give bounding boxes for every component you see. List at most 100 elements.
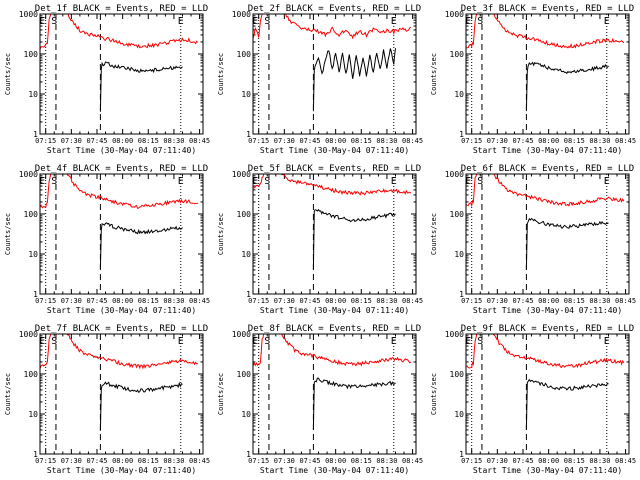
x-tick-label: 07:15 — [461, 457, 482, 465]
detector-panel-8: Det_8f BLACK = Events, RED = LLD Counts/s… — [217, 324, 423, 475]
detector-panel-2: Det_2f BLACK = Events, RED = LLD Counts/s… — [217, 4, 423, 155]
y-tick-label: 1 — [459, 130, 464, 139]
x-tick-label: 08:15 — [564, 297, 585, 305]
events-series-line — [99, 61, 183, 112]
x-tick-label: 08:00 — [325, 457, 346, 465]
plot-frame — [252, 13, 417, 135]
e-marker-label: E — [465, 16, 471, 27]
x-tick-label: 07:45 — [512, 457, 533, 465]
x-tick-label: 08:15 — [138, 457, 159, 465]
x-tick-label: 07:30 — [487, 137, 508, 145]
y-axis-label: Counts/sec — [4, 373, 12, 415]
x-tick-label: 08:30 — [163, 457, 184, 465]
x-tick-label: 08:00 — [112, 457, 133, 465]
x-tick-label: 08:45 — [402, 137, 423, 145]
lld-series-line — [40, 14, 199, 50]
x-tick-label: 07:30 — [487, 297, 508, 305]
panel-title: Det_6f BLACK = Events, RED = LLD — [461, 164, 634, 174]
y-tick-label: 10 — [28, 250, 38, 259]
e-marker-label: E — [604, 16, 610, 27]
x-tick-label: 08:15 — [138, 137, 159, 145]
x-axis-label: Start Time (30-May-04 07:11:40) — [260, 146, 409, 155]
y-tick-label: 1000 — [232, 330, 251, 339]
panel-title: Det_3f BLACK = Events, RED = LLD — [461, 4, 634, 14]
e-marker-label: E — [39, 336, 45, 347]
x-tick-label: 07:30 — [274, 457, 295, 465]
e-marker-label: E — [465, 336, 471, 347]
y-axis-label: Counts/sec — [4, 213, 12, 255]
x-axis-label: Start Time (30-May-04 07:11:40) — [473, 146, 622, 155]
x-tick-label: 07:15 — [461, 137, 482, 145]
y-tick-label: 100 — [24, 50, 39, 59]
s-marker-label: S — [51, 16, 57, 27]
y-tick-label: 1 — [246, 130, 251, 139]
y-tick-label: 1 — [246, 450, 251, 459]
panel-title: Det_4f BLACK = Events, RED = LLD — [35, 164, 208, 174]
x-tick-label: 08:45 — [615, 137, 636, 145]
x-tick-label: 07:45 — [299, 137, 320, 145]
x-tick-label: 08:30 — [163, 297, 184, 305]
y-tick-label: 100 — [24, 210, 39, 219]
x-tick-label: 08:30 — [376, 297, 397, 305]
x-tick-label: 07:30 — [487, 457, 508, 465]
x-tick-label: 08:00 — [538, 297, 559, 305]
y-tick-label: 1000 — [19, 170, 38, 179]
y-tick-label: 1000 — [232, 170, 251, 179]
lld-series-line — [253, 174, 412, 196]
x-tick-label: 07:15 — [35, 457, 56, 465]
detector-panel-3: Det_3f BLACK = Events, RED = LLD Counts/s… — [430, 4, 636, 155]
x-tick-label: 08:30 — [376, 137, 397, 145]
e-marker-label: E — [604, 176, 610, 187]
events-series-line — [99, 381, 183, 431]
x-tick-label: 08:00 — [325, 137, 346, 145]
s-marker-label: S — [51, 176, 57, 187]
x-tick-label: 07:15 — [248, 297, 269, 305]
x-tick-label: 08:30 — [376, 457, 397, 465]
detector-panel-9: Det_9f BLACK = Events, RED = LLD Counts/s… — [430, 324, 636, 475]
y-tick-label: 100 — [237, 50, 252, 59]
y-tick-label: 10 — [454, 410, 464, 419]
e-marker-label: E — [604, 336, 610, 347]
y-tick-label: 1 — [33, 290, 38, 299]
x-tick-label: 08:45 — [189, 297, 210, 305]
y-axis-label: Counts/sec — [4, 53, 12, 95]
panel-title: Det_1f BLACK = Events, RED = LLD — [35, 4, 208, 14]
y-tick-label: 10 — [454, 90, 464, 99]
x-tick-label: 08:30 — [163, 137, 184, 145]
x-tick-label: 08:45 — [189, 457, 210, 465]
x-tick-label: 07:15 — [248, 137, 269, 145]
y-tick-label: 1000 — [232, 10, 251, 19]
x-axis-label: Start Time (30-May-04 07:11:40) — [260, 466, 409, 475]
panel-title: Det_5f BLACK = Events, RED = LLD — [248, 164, 421, 174]
y-tick-label: 10 — [241, 410, 251, 419]
panel-title: Det_7f BLACK = Events, RED = LLD — [35, 324, 208, 334]
y-axis-label: Counts/sec — [217, 213, 225, 255]
x-tick-label: 08:15 — [351, 297, 372, 305]
e-marker-label: E — [178, 176, 184, 187]
x-tick-label: 08:30 — [589, 457, 610, 465]
plot-frame — [465, 13, 630, 135]
x-tick-label: 08:15 — [138, 297, 159, 305]
lld-series-line — [253, 334, 412, 367]
y-tick-label: 1 — [459, 290, 464, 299]
events-series-line — [525, 61, 609, 112]
plot-frame — [465, 333, 630, 455]
s-marker-label: S — [264, 16, 270, 27]
x-tick-label: 08:15 — [564, 137, 585, 145]
y-axis-label: Counts/sec — [430, 213, 438, 255]
x-tick-label: 07:15 — [248, 457, 269, 465]
lld-series-line — [253, 14, 412, 40]
x-tick-label: 07:45 — [512, 297, 533, 305]
y-tick-label: 1000 — [19, 10, 38, 19]
y-axis-label: Counts/sec — [430, 373, 438, 415]
events-series-line — [525, 217, 609, 270]
y-tick-label: 1000 — [445, 170, 464, 179]
detector-panel-6: Det_6f BLACK = Events, RED = LLD Counts/s… — [430, 164, 636, 315]
e-marker-label: E — [391, 16, 397, 27]
events-series-line — [312, 208, 396, 270]
y-tick-label: 1000 — [19, 330, 38, 339]
e-marker-label: E — [252, 336, 258, 347]
x-tick-label: 08:45 — [402, 457, 423, 465]
events-series-line — [312, 48, 396, 112]
